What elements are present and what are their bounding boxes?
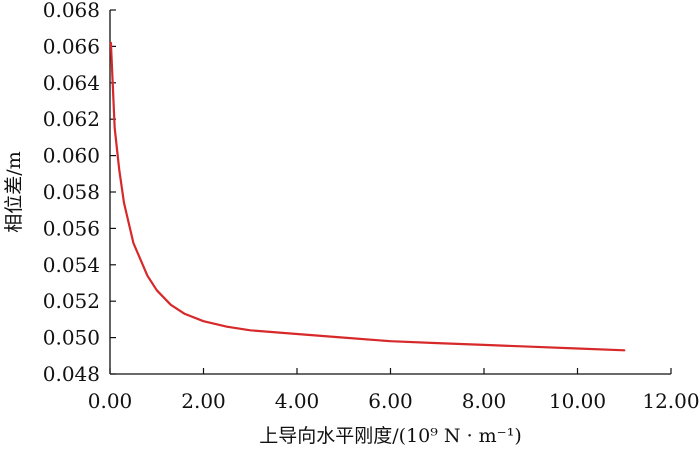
y-tick-label-4: 0.056 xyxy=(43,216,100,240)
plot-area: 0.00 2.00 4.00 6.00 8.00 10.00 12.00 0.048 0.050… xyxy=(43,0,700,413)
x-tick-label-3: 6.00 xyxy=(368,389,413,413)
y-tick-label-6: 0.060 xyxy=(43,144,100,168)
series-line-0 xyxy=(109,41,626,352)
y-tick-label-9: 0.066 xyxy=(43,34,100,58)
x-axis-title: 上导向水平刚度/(10⁹ N · m⁻¹) xyxy=(259,425,521,447)
x-tick-label-2: 4.00 xyxy=(275,389,320,413)
y-tick-label-0: 0.048 xyxy=(43,362,100,386)
x-tick-label-4: 8.00 xyxy=(462,389,507,413)
y-tick-label-5: 0.058 xyxy=(43,180,100,204)
y-tick-label-7: 0.062 xyxy=(43,107,100,131)
y-tick-label-1: 0.050 xyxy=(43,326,100,350)
x-tick-label-0: 0.00 xyxy=(88,389,133,413)
x-tick-label-6: 12.00 xyxy=(642,389,699,413)
y-axis-title: 相位差/m xyxy=(3,151,25,232)
y-tick-label-3: 0.054 xyxy=(43,253,100,277)
y-tick-label-8: 0.064 xyxy=(43,71,100,95)
y-tick-label-10: 0.068 xyxy=(43,0,100,22)
x-tick-label-1: 2.00 xyxy=(181,389,226,413)
y-tick-label-2: 0.052 xyxy=(43,289,100,313)
x-tick-label-5: 10.00 xyxy=(549,389,606,413)
